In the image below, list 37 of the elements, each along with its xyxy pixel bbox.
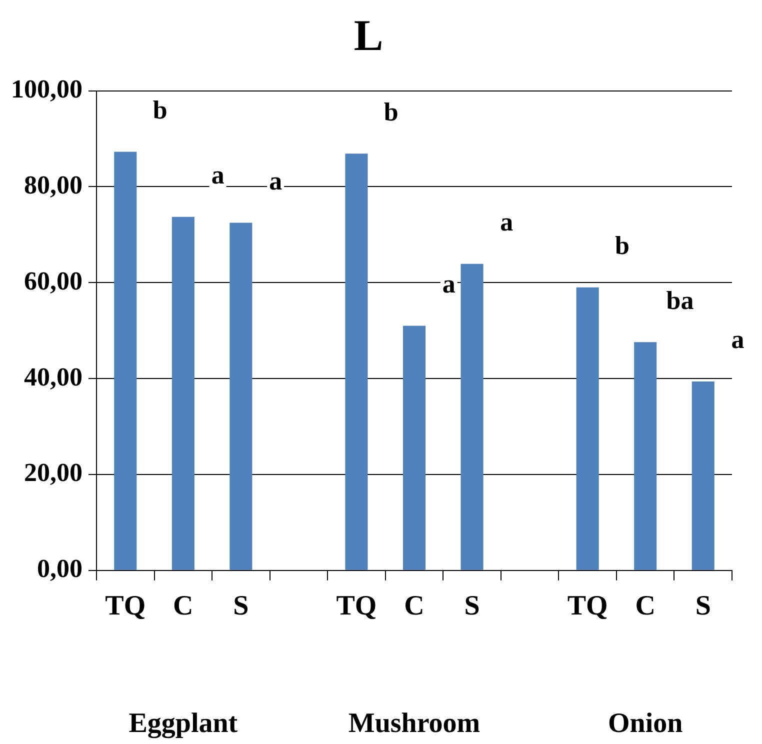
x-tick-label: S: [464, 590, 480, 622]
bar: [402, 326, 426, 570]
y-tick-label: 60,00: [24, 266, 82, 296]
text: Onion: [608, 708, 684, 740]
y-tick-label: 20,00: [24, 458, 82, 488]
x-tick-label: TQ: [105, 590, 146, 622]
y-tick-label: 100,00: [11, 74, 82, 104]
y-tick-label: 40,00: [24, 362, 82, 392]
x-tick-label: S: [695, 590, 711, 622]
bar: [172, 216, 194, 570]
bar: [114, 152, 137, 570]
x-tick-label: C: [635, 590, 656, 622]
y-tick-label: 0,00: [37, 554, 82, 584]
bar: [345, 154, 368, 570]
annotation: b: [152, 95, 168, 124]
x-tick-label: TQ: [567, 590, 608, 622]
chart-title: L: [354, 10, 384, 60]
y-tick-label: 80,00: [24, 170, 82, 200]
annotation: a: [731, 325, 744, 354]
annotation: a: [269, 166, 282, 196]
annotation: b: [614, 231, 630, 260]
annotation: b: [384, 97, 398, 126]
x-tick-label: C: [404, 590, 424, 622]
text: Mushroom: [348, 708, 480, 740]
text: Eggplant: [128, 708, 238, 740]
x-tick-label: C: [173, 590, 194, 622]
x-tick-label: TQ: [336, 590, 377, 622]
bar: [692, 381, 714, 570]
annotation: a: [442, 270, 456, 299]
bar: [576, 287, 599, 570]
annotation: a: [500, 208, 514, 237]
bar: [230, 222, 252, 570]
annotation: a: [211, 160, 224, 190]
bar: [460, 264, 484, 570]
x-tick-label: S: [233, 590, 249, 622]
bar: [634, 342, 657, 570]
annotation: ba: [666, 286, 694, 315]
